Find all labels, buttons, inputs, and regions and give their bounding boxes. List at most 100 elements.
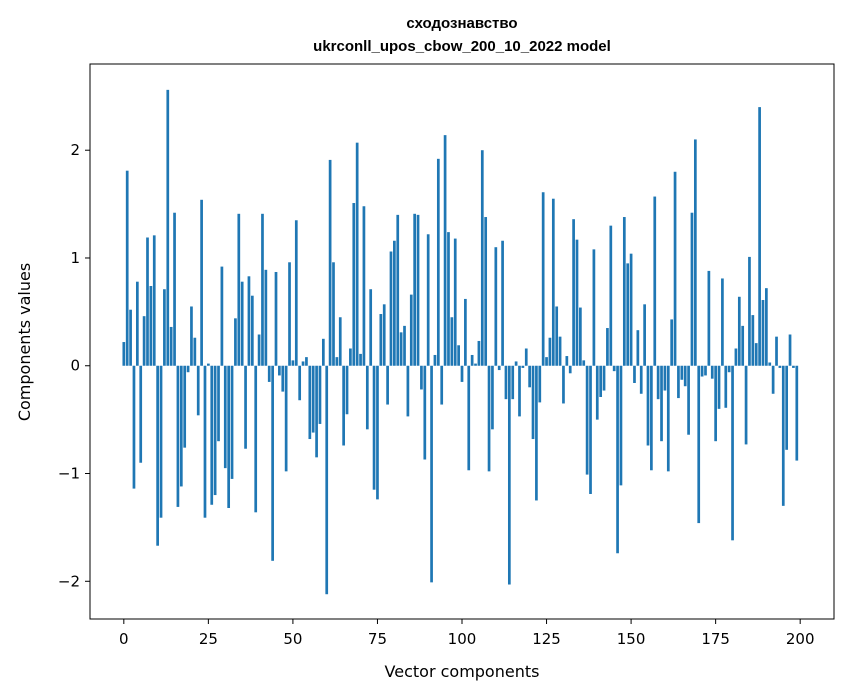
bar-component-164: [677, 365, 680, 399]
bar-component-105: [477, 340, 481, 366]
bar-component-109: [491, 365, 494, 430]
bar-component-177: [721, 278, 724, 366]
bar-component-4: [135, 281, 139, 366]
bar-component-112: [501, 240, 504, 366]
bar-component-144: [609, 225, 613, 366]
bar-component-110: [494, 247, 498, 366]
bar-component-172: [704, 365, 707, 376]
bar-component-70: [359, 353, 362, 366]
bar-component-43: [267, 365, 271, 382]
bar-component-90: [426, 234, 430, 366]
bar-component-185: [748, 256, 751, 366]
bar-component-54: [305, 357, 308, 366]
bar-component-63: [335, 357, 339, 366]
bar-component-5: [139, 365, 143, 463]
y-axis-label: Components values: [15, 263, 34, 421]
bar-component-148: [622, 217, 626, 366]
bar-component-30: [223, 365, 227, 469]
bar-component-15: [173, 212, 176, 366]
x-tick-label: 175: [701, 630, 730, 648]
bar-component-190: [765, 288, 768, 366]
bar-component-193: [775, 336, 778, 366]
bar-component-78: [386, 365, 389, 405]
bar-component-61: [328, 159, 332, 366]
bar-component-13: [166, 89, 170, 366]
bar-component-25: [207, 363, 210, 366]
bar-component-96: [447, 232, 450, 366]
bar-component-51: [294, 220, 298, 366]
bar-component-163: [673, 171, 677, 366]
bar-component-72: [365, 365, 369, 430]
bar-component-83: [403, 325, 406, 366]
bar-component-67: [349, 348, 352, 366]
bar-component-184: [744, 365, 748, 445]
y-tick-label: −1: [58, 465, 80, 483]
bar-component-117: [518, 365, 521, 417]
bar-component-125: [545, 357, 548, 366]
bar-component-10: [156, 365, 159, 546]
bar-component-28: [217, 365, 220, 442]
bar-component-49: [288, 262, 291, 366]
bar-component-21: [193, 337, 197, 366]
bar-component-59: [321, 338, 325, 366]
bar-component-162: [670, 319, 674, 366]
bar-component-11: [159, 365, 163, 518]
bar-component-107: [484, 217, 488, 366]
y-tick-label: −2: [58, 572, 80, 590]
bar-component-29: [220, 266, 224, 366]
y-axis-ticks: −2 −1 0 1 2: [58, 141, 90, 590]
bar-component-19: [186, 365, 190, 373]
bar-component-3: [132, 365, 136, 489]
bar-component-199: [795, 365, 799, 461]
bar-component-118: [521, 365, 525, 368]
bar-component-37: [247, 276, 251, 366]
bar-component-42: [264, 269, 268, 366]
x-tick-label: 0: [119, 630, 129, 648]
bar-component-33: [234, 318, 237, 366]
bar-component-77: [382, 304, 386, 366]
bar-component-68: [352, 203, 356, 366]
x-tick-label: 200: [786, 630, 815, 648]
bar-component-84: [406, 365, 410, 417]
bar-component-146: [616, 365, 619, 554]
bar-component-36: [244, 365, 247, 449]
bar-component-159: [660, 365, 663, 442]
bar-component-156: [650, 365, 653, 471]
bar-component-89: [423, 365, 427, 460]
bar-component-87: [416, 214, 420, 366]
bar-component-157: [653, 196, 657, 366]
bar-component-196: [785, 365, 789, 450]
bar-component-119: [524, 348, 528, 366]
y-tick-label: 1: [70, 249, 80, 267]
bar-component-153: [639, 365, 643, 394]
bar-component-100: [460, 365, 464, 382]
bar-component-31: [227, 365, 231, 508]
bar-component-27: [213, 365, 217, 496]
x-tick-label: 75: [368, 630, 387, 648]
bar-component-141: [599, 365, 603, 397]
bar-component-147: [619, 365, 623, 486]
bar-component-197: [788, 334, 792, 366]
bar-component-160: [663, 365, 667, 391]
bar-component-108: [487, 365, 491, 472]
bar-component-137: [585, 365, 589, 475]
bar-component-169: [693, 139, 697, 366]
bar-component-128: [555, 306, 559, 366]
bar-component-189: [761, 300, 765, 366]
bar-component-111: [497, 365, 501, 371]
bar-component-34: [237, 213, 241, 366]
bar-component-174: [710, 365, 714, 379]
bar-component-62: [332, 262, 335, 366]
bar-component-50: [291, 360, 295, 366]
bar-component-103: [470, 354, 474, 366]
bar-component-45: [274, 271, 278, 366]
bar-component-98: [453, 238, 457, 366]
bar-component-127: [551, 198, 555, 366]
bar-component-2: [129, 309, 132, 366]
bar-component-168: [690, 212, 694, 366]
chart-title-line1: сходознавство: [406, 15, 517, 32]
bar-component-41: [261, 213, 264, 366]
